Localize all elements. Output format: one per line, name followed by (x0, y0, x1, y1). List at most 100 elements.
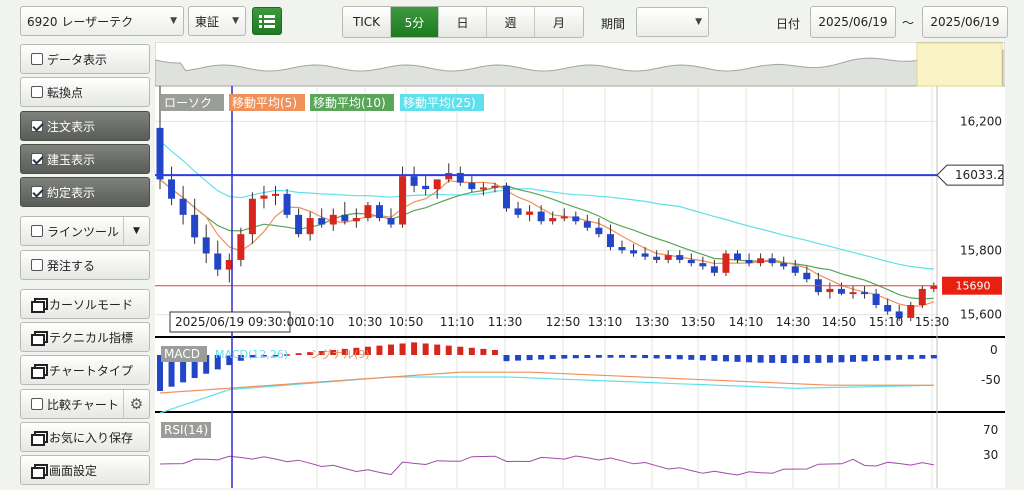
time-label: 10:50 (389, 315, 424, 329)
macd-histogram-bar (388, 344, 394, 355)
macd-histogram-bar (873, 355, 880, 361)
order-display-toggle[interactable]: 注文表示 (20, 111, 150, 141)
candle-body (687, 259, 695, 264)
macd-histogram-bar (353, 347, 360, 355)
price-chart[interactable]: 10:10 10:30 10:50 11:10 11:30 12:50 13:10 13:30… (155, 42, 1005, 488)
candle-body (375, 205, 383, 219)
tab-5min[interactable]: 5分 (391, 7, 439, 37)
macd-histogram-bar (665, 355, 672, 359)
window-icon (31, 331, 48, 346)
macd-histogram-bar (157, 355, 163, 391)
candle-body (653, 256, 661, 260)
candle-body (214, 253, 222, 270)
macd-histogram-bar (491, 349, 498, 355)
date-from-value: 2025/06/19 (818, 15, 888, 29)
candle-body (826, 288, 834, 293)
candle-body (168, 179, 176, 199)
rsi-label-badge (161, 422, 211, 438)
ma25-line (159, 140, 934, 270)
execution-display-toggle[interactable]: 約定表示 (20, 177, 150, 207)
navigator[interactable] (155, 42, 1005, 87)
chart-type-button[interactable]: チャートタイプ (20, 355, 150, 385)
macd-histogram-bar (203, 355, 210, 374)
candle-body (803, 272, 811, 280)
navigator-area (155, 49, 1004, 87)
list-menu-button[interactable] (252, 7, 282, 35)
macd-histogram-bar (434, 344, 441, 355)
chevron-down-icon[interactable]: ▼ (123, 217, 149, 245)
turn-point-toggle[interactable]: 転換点 (20, 77, 150, 107)
macd-histogram-bar (642, 355, 649, 359)
date-separator: 〜 (902, 16, 915, 30)
macd-histogram-bar (468, 347, 475, 355)
market-select[interactable]: 東証 ▼ (188, 6, 246, 36)
macd-histogram-bar (803, 355, 810, 364)
tab-day[interactable]: 日 (439, 7, 487, 37)
checkbox-icon (31, 53, 43, 65)
legend-ma25-badge (400, 94, 484, 111)
macd-histogram-bar (826, 355, 833, 363)
macd-histogram-bar (688, 355, 695, 360)
navigator-window[interactable] (916, 42, 1003, 87)
legend-ma10-label: 移動平均(10) (313, 96, 386, 110)
time-label: 11:30 (488, 315, 523, 329)
macd-histogram-bar (711, 355, 718, 361)
macd-signal-label: シグナル(9) (310, 347, 370, 361)
range-select[interactable]: ▼ (636, 7, 709, 37)
candle-body (872, 293, 880, 306)
gear-icon[interactable]: ⚙ (123, 390, 149, 418)
candle-body (318, 218, 326, 225)
position-display-toggle[interactable]: 建玉表示 (20, 144, 150, 174)
macd-histogram-bar (364, 346, 371, 355)
candle-body (491, 185, 499, 188)
date-from-field[interactable]: 2025/06/19 (810, 6, 896, 38)
candle-body (503, 185, 510, 209)
tab-month[interactable]: 月 (535, 7, 583, 37)
checkbox-checked-icon (31, 120, 43, 132)
place-order-toggle[interactable]: 発注する (20, 250, 150, 280)
candle-body (364, 205, 372, 219)
macd-histogram-bar (480, 348, 487, 355)
symbol-select[interactable]: 6920 レーザーテク ▼ (20, 6, 184, 36)
save-favorite-button[interactable]: お気に入り保存 (20, 422, 150, 452)
window-icon (31, 464, 48, 479)
data-display-toggle[interactable]: データ表示 (20, 44, 150, 74)
tab-tick[interactable]: TICK (343, 7, 391, 37)
technical-label: テクニカル指標 (49, 330, 134, 345)
macd-histogram-bar (769, 355, 776, 363)
candle-body (757, 258, 765, 264)
line-tool-toggle[interactable]: ラインツール ▼ (20, 216, 150, 246)
macd-histogram-bar (214, 355, 221, 370)
macd-histogram-bar (237, 355, 244, 361)
macd-histogram-bar (850, 355, 856, 362)
technical-indicator-button[interactable]: テクニカル指標 (20, 322, 150, 352)
period-tabs: TICK 5分 日 週 月 (342, 6, 584, 38)
macd-histogram-bar (538, 355, 545, 360)
screen-settings-button[interactable]: 画面設定 (20, 455, 150, 485)
macd-histogram-bar (561, 355, 568, 359)
place-order-label: 発注する (47, 258, 96, 273)
cursor-mode-label: カーソルモード (49, 297, 134, 312)
compare-chart-toggle[interactable]: 比較チャート ⚙ (20, 389, 150, 419)
macd-histogram-bar (919, 355, 926, 359)
time-label: 15:10 (869, 315, 904, 329)
macd-histogram-bar (411, 342, 418, 355)
candle-body (676, 255, 684, 260)
candle-body (295, 214, 303, 235)
date-to-field[interactable]: 2025/06/19 (922, 6, 1008, 38)
chart-labels: 10:10 10:30 10:50 11:10 11:30 12:50 13:10 13:30… (155, 86, 1005, 488)
current-price-tag (942, 276, 1002, 295)
candle-body (699, 263, 707, 267)
cursor-mode-button[interactable]: カーソルモード (20, 289, 150, 319)
candle-body (849, 292, 857, 295)
candle-body (861, 292, 869, 295)
tab-week[interactable]: 週 (487, 7, 535, 37)
macd-line (159, 376, 934, 414)
macd-histogram-bar (226, 355, 233, 366)
macd-histogram-bar (399, 343, 406, 355)
candle-body (422, 185, 430, 190)
screen-settings-label: 画面設定 (49, 463, 98, 478)
macd-histogram-bar (595, 355, 602, 358)
macd-histogram-bar (260, 355, 267, 357)
candle-body (630, 250, 638, 254)
